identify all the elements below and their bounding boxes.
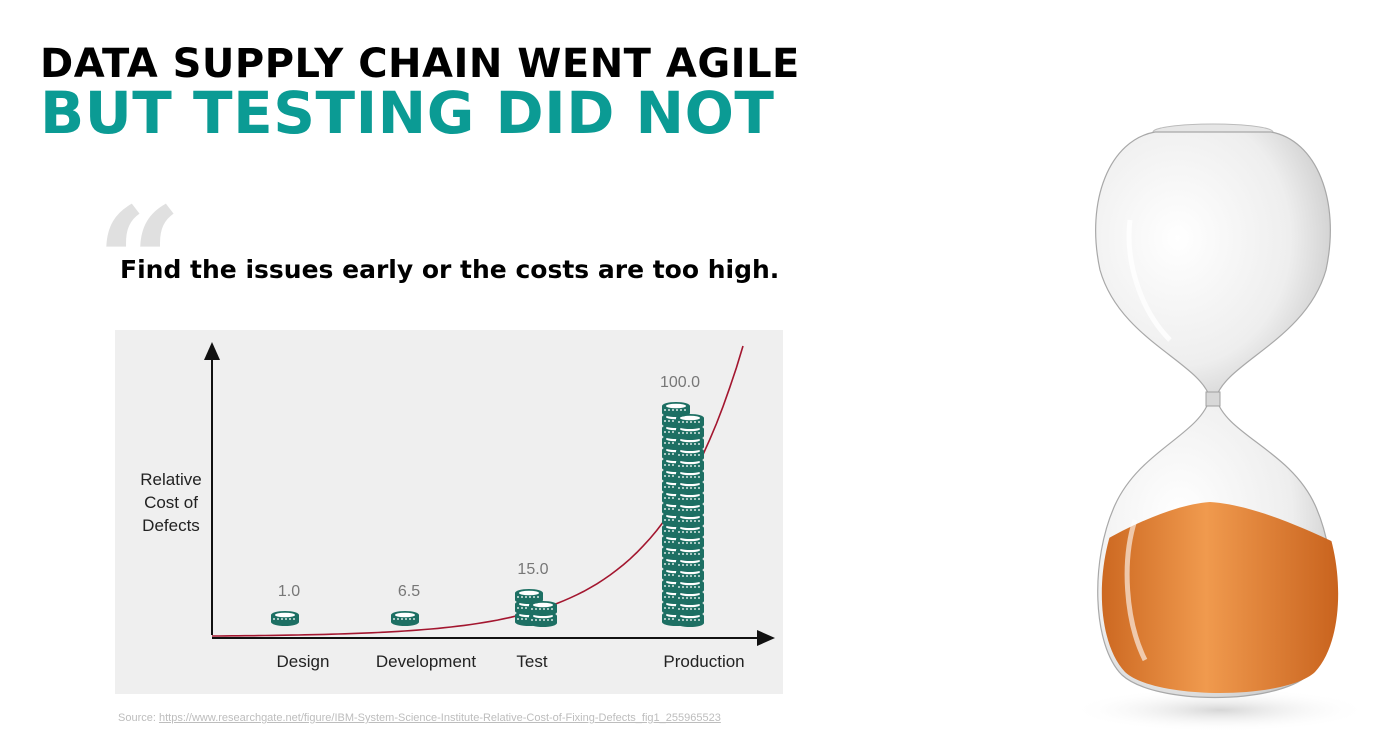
source-prefix: Source: — [118, 712, 159, 724]
category-label-production: Production — [663, 652, 744, 671]
bar-test — [515, 589, 557, 627]
source-link[interactable]: https://www.researchgate.net/figure/IBM-… — [158, 712, 721, 724]
bar-design — [271, 611, 299, 626]
y-axis-label-line-2: Cost of — [144, 493, 198, 512]
y-axis-label-line-3: Defects — [142, 516, 200, 535]
source-citation: Source: https://www.researchgate.net/fig… — [118, 712, 721, 724]
value-label-development: 6.5 — [398, 583, 420, 600]
chart-canvas: Relative Cost of Defects 1.0 Design 6.5 Dev… — [140, 342, 775, 671]
category-label-development: Development — [376, 652, 476, 671]
title-line-2: BUT TESTING DID NOT — [40, 79, 775, 147]
quote-text: Find the issues early or the costs are t… — [120, 255, 780, 284]
value-label-production: 100.0 — [660, 374, 700, 391]
hourglass-icon — [1070, 123, 1370, 732]
value-label-test: 15.0 — [517, 561, 548, 578]
quote-mark-icon: “ — [96, 175, 183, 351]
bar-development — [391, 611, 419, 626]
trend-curve — [212, 345, 744, 637]
cost-of-defects-chart: Relative Cost of Defects 1.0 Design 6.5 Dev… — [115, 330, 783, 694]
bar-production — [662, 402, 704, 627]
category-label-test: Test — [516, 652, 547, 671]
y-axis-label-line-1: Relative — [140, 470, 201, 489]
value-label-design: 1.0 — [278, 583, 300, 600]
title-line-1: DATA SUPPLY CHAIN WENT AGILE — [40, 41, 800, 87]
category-label-design: Design — [277, 652, 330, 671]
